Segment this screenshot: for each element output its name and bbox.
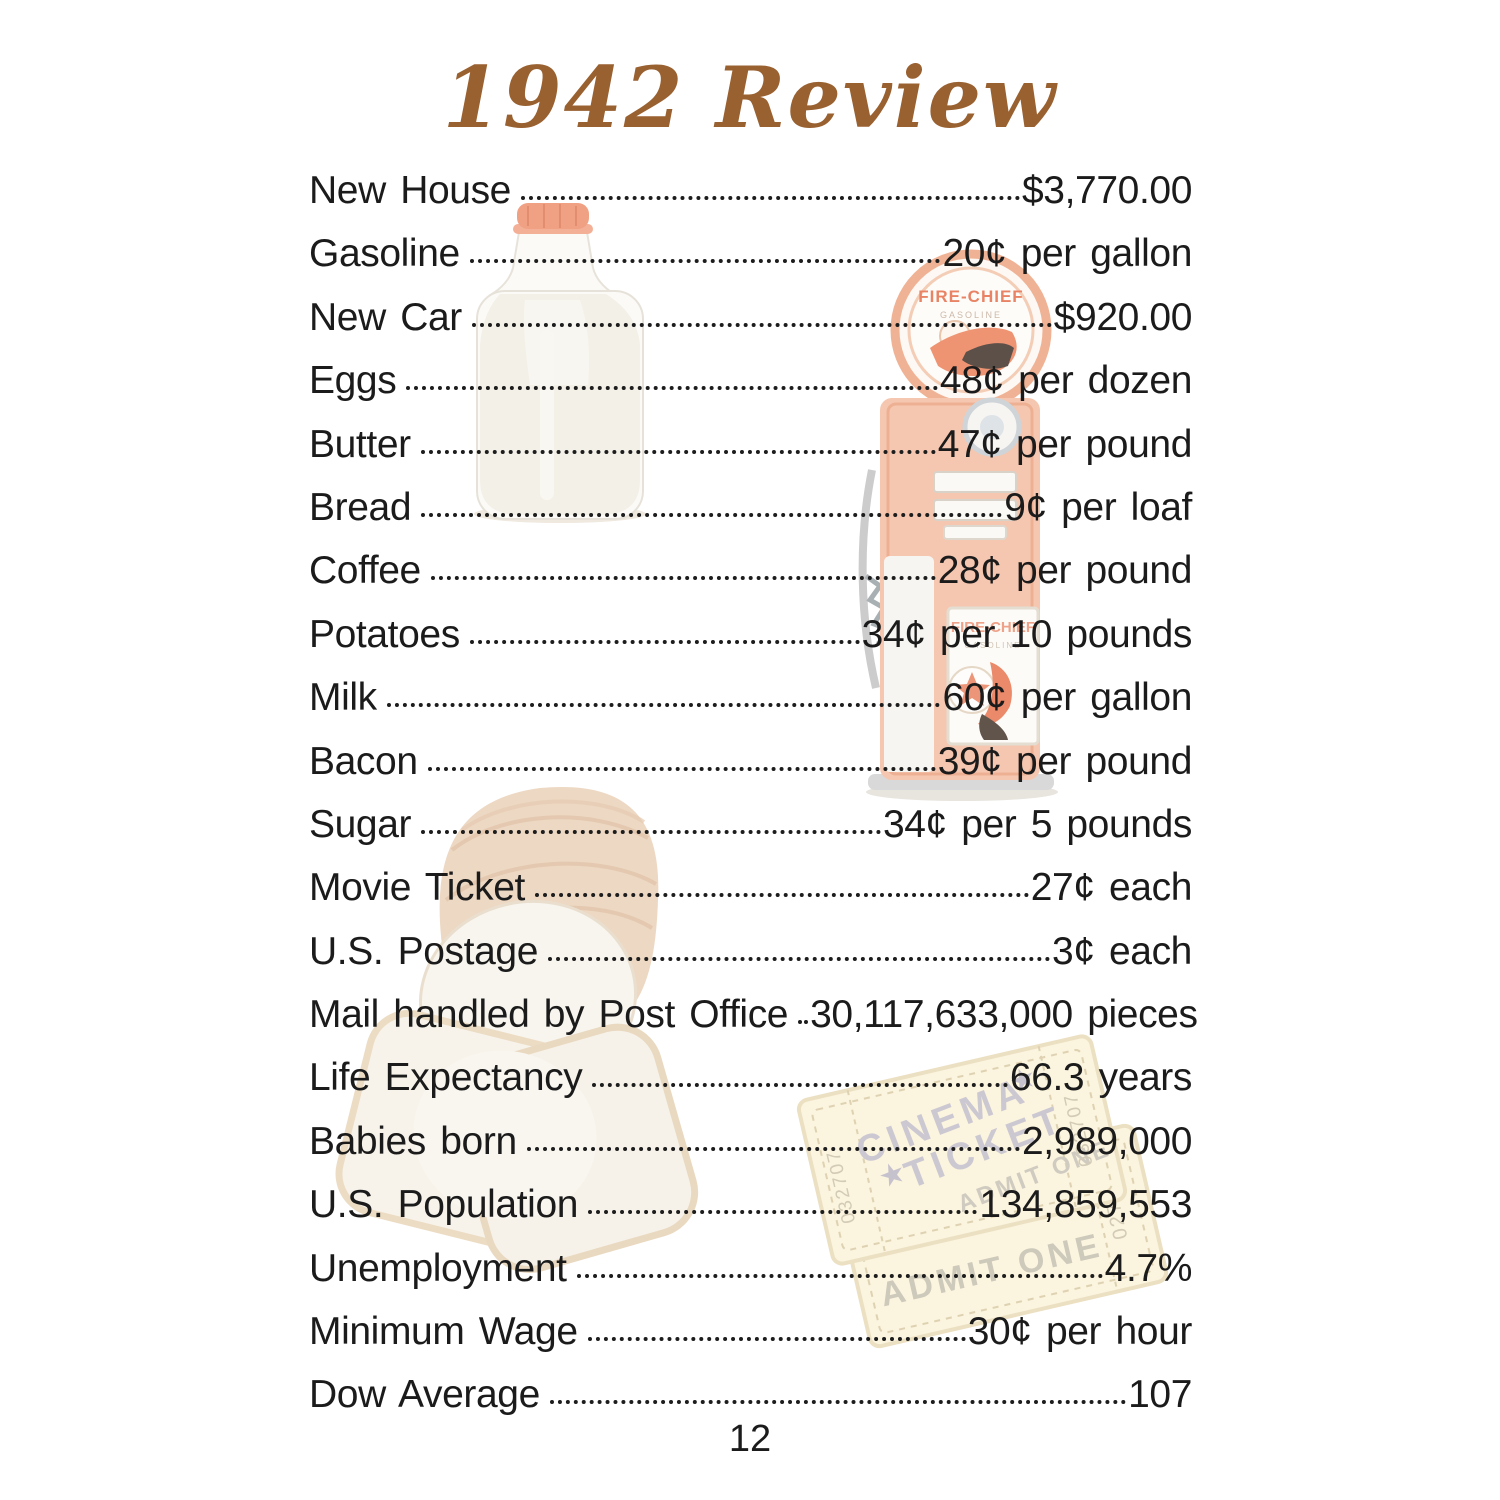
page-title: 1942 Review [442,48,1058,147]
list-row: Butter 47¢ per pound [309,413,1192,476]
list-row: New House $3,770.00 [309,159,1192,222]
row-value: 34¢ per 10 pounds [861,612,1193,656]
row-value: $3,770.00 [1022,169,1192,212]
row-value: $920.00 [1053,295,1193,339]
page-number: 12 [728,1418,772,1460]
list-row: Unemployment 4.7% [309,1237,1192,1300]
row-label: New Car [309,295,462,339]
list-row: U.S. Postage 3¢ each [309,920,1192,983]
list-row: Babies born 2,989,000 [309,1110,1192,1173]
list-row: Movie Ticket 27¢ each [309,856,1192,919]
pump-panel-subtext: GASOLINE [965,641,1022,650]
row-value: 28¢ per pound [937,549,1193,593]
row-leader-dots [406,386,938,391]
list-row: Mail handled by Post Office 30,117,633,0… [309,983,1198,1046]
row-leader-dots [549,1400,1127,1405]
row-value: 60¢ per gallon [942,676,1192,720]
row-leader-dots [592,1083,1008,1088]
milk-bottle-image [474,203,646,523]
row-leader-dots [798,1020,809,1025]
row-label: Minimum Wage [309,1310,578,1354]
list-row: New Car $920.00 [309,286,1192,349]
row-label: Milk [309,676,377,720]
row-leader-dots [520,196,1020,200]
row-value: 47¢ per pound [937,422,1193,466]
row-value: 48¢ per dozen [939,359,1192,403]
row-label: Bacon [309,739,418,783]
row-leader-dots [430,576,936,581]
row-label: Mail handled by Post Office [309,993,789,1037]
row-value: 30¢ per hour [967,1310,1193,1354]
row-leader-dots [421,512,1003,517]
row-value: 107 [1128,1373,1192,1417]
row-leader-dots [526,1146,1020,1151]
row-label: Babies born [309,1119,517,1163]
row-label: Eggs [309,359,397,403]
list-row: Life Expectancy 66.3 years [309,1046,1192,1109]
gas-pump-image: FIRE-CHIEF GASOLINE FIRE-CHIEF GASOLINE [858,249,1058,801]
row-label: Sugar [309,802,412,846]
row-value: 39¢ per pound [937,739,1193,783]
row-label: Unemployment [309,1246,567,1290]
row-label: Potatoes [309,612,460,656]
row-value: 66.3 years [1009,1056,1192,1100]
row-label: Butter [309,422,411,466]
row-label: U.S. Postage [309,929,539,973]
row-leader-dots [469,639,860,644]
row-value: 20¢ per gallon [942,232,1192,276]
row-leader-dots [427,766,936,771]
row-leader-dots [420,449,936,454]
price-list: New House $3,770.00 Gasoline 20¢ per gal… [309,159,1198,1427]
row-leader-dots [386,703,941,708]
list-row: Milk 60¢ per gallon [309,666,1192,729]
row-leader-dots [469,259,941,264]
row-value: 3¢ each [1052,929,1192,973]
row-label: Movie Ticket [309,866,525,910]
row-leader-dots [587,1337,966,1342]
list-row: Dow Average 107 [309,1363,1192,1426]
row-leader-dots [588,1210,978,1215]
list-row: U.S. Population 134,859,553 [309,1173,1192,1236]
list-row: Sugar 34¢ per 5 pounds [309,793,1192,856]
row-label: Coffee [309,549,421,593]
row-label: New House [309,169,511,212]
row-value: 30,117,633,000 pieces [810,993,1198,1037]
list-row: Eggs 48¢ per dozen [309,349,1192,412]
list-row: Coffee 28¢ per pound [309,539,1192,602]
pump-panel-text: FIRE-CHIEF [951,619,1035,636]
row-label: Bread [309,485,412,529]
row-label: Gasoline [309,232,460,276]
list-row: Bread 9¢ per loaf [309,476,1192,539]
row-value: 134,859,553 [979,1183,1192,1227]
row-leader-dots [534,893,1029,898]
row-value: 27¢ each [1030,866,1193,910]
list-row: Potatoes 34¢ per 10 pounds [309,603,1192,666]
list-row: Gasoline 20¢ per gallon [309,222,1192,285]
pump-globe-text: FIRE-CHIEF [918,287,1023,306]
row-leader-dots [548,956,1051,961]
list-row: Minimum Wage 30¢ per hour [309,1300,1192,1363]
row-label: Dow Average [309,1373,540,1417]
row-leader-dots [576,1273,1103,1278]
row-leader-dots [471,322,1052,327]
pump-globe-subtext: GASOLINE [940,310,1002,320]
row-label: Life Expectancy [309,1056,583,1100]
row-value: 9¢ per loaf [1004,485,1192,529]
row-value: 2,989,000 [1022,1119,1192,1163]
row-label: U.S. Population [309,1183,579,1227]
row-value: 4.7% [1104,1246,1193,1290]
row-value: 34¢ per 5 pounds [882,802,1192,846]
list-row: Bacon 39¢ per pound [309,730,1192,793]
row-leader-dots [421,829,881,834]
